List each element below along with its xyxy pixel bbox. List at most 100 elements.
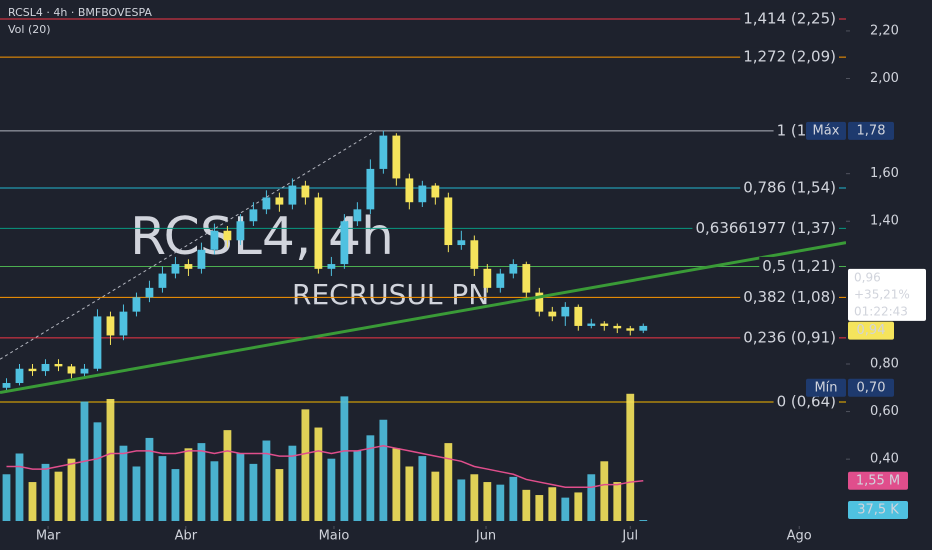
max-label: Máx — [813, 123, 840, 138]
volume-label: 37,5 K — [857, 503, 899, 518]
y-tick-label: 1,40 — [870, 214, 899, 229]
volume-bar — [197, 443, 206, 521]
volume-bar — [314, 427, 323, 521]
fib-label-bg — [759, 256, 839, 275]
candle-body — [535, 292, 544, 312]
volume-bar — [106, 398, 115, 521]
volume-bar — [366, 435, 375, 521]
volume-bar — [223, 430, 232, 521]
volume-bar — [353, 450, 362, 521]
candle-body — [132, 297, 141, 312]
candle-body — [249, 209, 258, 222]
x-tick-label: Mar — [36, 529, 61, 544]
y-tick-label: 1,60 — [870, 166, 899, 181]
volume-bar — [470, 474, 479, 521]
candle-body — [431, 185, 440, 198]
max-value-bg — [848, 121, 894, 140]
candle-body — [626, 328, 635, 331]
volume-bar — [93, 422, 102, 521]
candle-body — [236, 221, 245, 241]
fib-label: 0,236 (0,91) — [743, 328, 836, 346]
last-price: 0,94 — [857, 323, 886, 338]
candle-body — [15, 368, 24, 384]
fib-label: 1,414 (2,25) — [743, 10, 836, 28]
fib-label: 0,5 (1,21) — [762, 257, 836, 275]
volume-bar — [327, 458, 336, 521]
candle-body — [119, 311, 128, 336]
volume-bar — [457, 479, 466, 521]
volume-bar — [236, 453, 245, 521]
volume-bar — [301, 409, 310, 521]
candle-body — [483, 268, 492, 288]
candle-body — [444, 197, 453, 246]
volume-bar — [509, 476, 518, 521]
candle-body — [470, 240, 479, 269]
y-tick-label: 0,80 — [870, 356, 899, 371]
candle-body — [522, 264, 531, 293]
candle-body — [67, 366, 76, 374]
volume-bar — [561, 497, 570, 521]
last-price-bg — [848, 321, 894, 340]
fib-label: 0,786 (1,54) — [743, 178, 836, 196]
candle-body — [457, 240, 466, 246]
volume-bar — [392, 448, 401, 521]
watermark: RCSL4, 4h — [130, 207, 394, 267]
y-tick-label: 2,20 — [870, 23, 899, 38]
fib-label-bg — [740, 9, 839, 28]
candle-body — [171, 264, 180, 274]
volume-bar — [54, 471, 63, 521]
volume-bar — [119, 445, 128, 521]
candle-body — [93, 316, 102, 369]
volume-bar — [600, 461, 609, 521]
y-tick-label: 0,60 — [870, 404, 899, 419]
candle-body — [41, 363, 50, 372]
fib-label-bg — [740, 328, 839, 347]
volume-bar — [67, 458, 76, 521]
candle-body — [28, 368, 37, 372]
candle-body — [379, 135, 388, 169]
candle-body — [418, 185, 427, 203]
candle-body — [587, 323, 596, 326]
candle-body — [54, 363, 63, 367]
candle-body — [314, 197, 323, 269]
crosshair-value: 0,96 — [854, 270, 881, 284]
volume-bar — [483, 482, 492, 521]
fib-label-bg — [773, 392, 839, 411]
crosshair-box — [848, 268, 926, 321]
volume-bar — [639, 520, 648, 521]
volume-bar — [418, 456, 427, 521]
x-tick-label: Jun — [475, 529, 496, 544]
volume-label-bg — [848, 501, 908, 519]
volume-bar — [28, 482, 37, 521]
volume-bar — [145, 437, 154, 521]
candle-body — [2, 383, 11, 388]
chart-title: RCSL4 · 4h · BMFBOVESPA — [8, 6, 152, 19]
fib-label: 0,382 (1,08) — [743, 288, 836, 306]
volume-bar — [431, 471, 440, 521]
fib-label-bg — [740, 47, 839, 66]
fib-diagonal — [0, 130, 376, 360]
candle-body — [301, 185, 310, 198]
candle-body — [548, 311, 557, 317]
x-tick-label: Maio — [319, 529, 350, 544]
candle-body — [262, 197, 271, 210]
volume-bar — [574, 492, 583, 521]
volume-bar — [626, 393, 635, 521]
volume-bar — [2, 474, 11, 521]
candle-body — [613, 325, 622, 329]
min-label: Mín — [814, 380, 837, 395]
candle-body — [288, 185, 297, 205]
volume-bar — [444, 443, 453, 521]
candle-body — [392, 135, 401, 179]
candle-body — [574, 306, 583, 326]
min-label-bg — [806, 378, 846, 397]
x-tick-label: Jul — [621, 529, 638, 544]
fib-label: 0,63661977 (1,37) — [695, 219, 836, 237]
volume-bar — [210, 461, 219, 521]
candle-body — [158, 273, 167, 288]
candle-body — [145, 287, 154, 298]
volume-bar — [262, 440, 271, 521]
volume-bar — [496, 484, 505, 521]
